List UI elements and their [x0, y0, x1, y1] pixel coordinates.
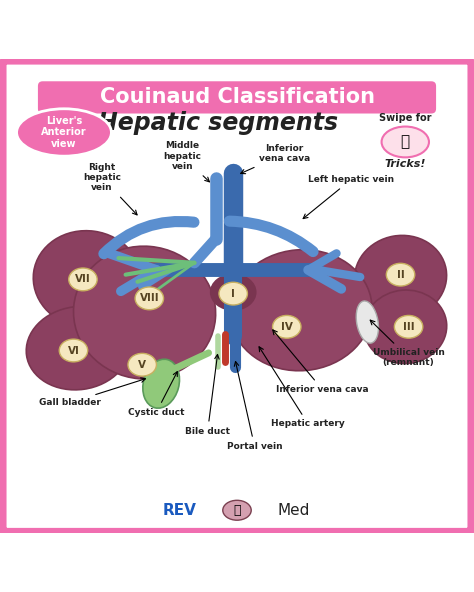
Text: Hepatic artery: Hepatic artery — [259, 347, 345, 429]
Text: Couinaud Classification: Couinaud Classification — [100, 88, 374, 107]
Text: II: II — [397, 270, 404, 279]
Text: Inferior vena cava: Inferior vena cava — [273, 330, 369, 394]
Text: VIII: VIII — [139, 294, 159, 303]
Text: 👍: 👍 — [401, 134, 410, 149]
FancyBboxPatch shape — [38, 81, 436, 114]
Ellipse shape — [230, 250, 372, 371]
Ellipse shape — [26, 307, 130, 390]
Text: REV: REV — [163, 503, 197, 518]
Ellipse shape — [355, 236, 447, 318]
Text: Bile duct: Bile duct — [185, 355, 230, 436]
Text: Liver's
Anterior
view: Liver's Anterior view — [41, 116, 87, 149]
Text: IV: IV — [281, 322, 293, 332]
Text: V: V — [138, 360, 146, 370]
Ellipse shape — [69, 268, 97, 291]
Ellipse shape — [219, 282, 247, 305]
Ellipse shape — [356, 301, 378, 343]
Text: Inferior
vena cava: Inferior vena cava — [241, 144, 310, 173]
Ellipse shape — [382, 127, 429, 157]
Text: Med: Med — [277, 503, 310, 518]
Text: Right
hepatic
vein: Right hepatic vein — [83, 163, 137, 215]
Text: Cystic duct: Cystic duct — [128, 372, 185, 417]
Ellipse shape — [394, 316, 423, 338]
Ellipse shape — [143, 359, 180, 408]
Text: Hepatic segments: Hepatic segments — [98, 111, 338, 135]
Text: Gall bladder: Gall bladder — [39, 378, 146, 407]
Ellipse shape — [17, 109, 111, 156]
Ellipse shape — [128, 353, 156, 376]
Ellipse shape — [73, 246, 216, 379]
Text: I: I — [231, 289, 235, 298]
Text: Portal vein: Portal vein — [227, 362, 283, 451]
FancyBboxPatch shape — [2, 60, 472, 532]
Text: Left hepatic vein: Left hepatic vein — [303, 175, 394, 218]
Ellipse shape — [135, 287, 164, 310]
Text: Swipe for: Swipe for — [379, 113, 431, 123]
Ellipse shape — [364, 290, 447, 363]
Ellipse shape — [59, 339, 88, 362]
Ellipse shape — [33, 231, 142, 328]
Text: Middle
hepatic
vein: Middle hepatic vein — [164, 141, 210, 182]
Text: III: III — [403, 322, 414, 332]
Ellipse shape — [223, 500, 251, 520]
Ellipse shape — [273, 316, 301, 338]
Ellipse shape — [386, 263, 415, 286]
Text: Umbilical vein
(remnant): Umbilical vein (remnant) — [370, 320, 445, 367]
Text: VI: VI — [67, 346, 80, 356]
Text: Tricks!: Tricks! — [384, 159, 426, 169]
Text: VII: VII — [75, 275, 91, 284]
Ellipse shape — [210, 275, 256, 310]
Text: 🧠: 🧠 — [233, 504, 241, 517]
